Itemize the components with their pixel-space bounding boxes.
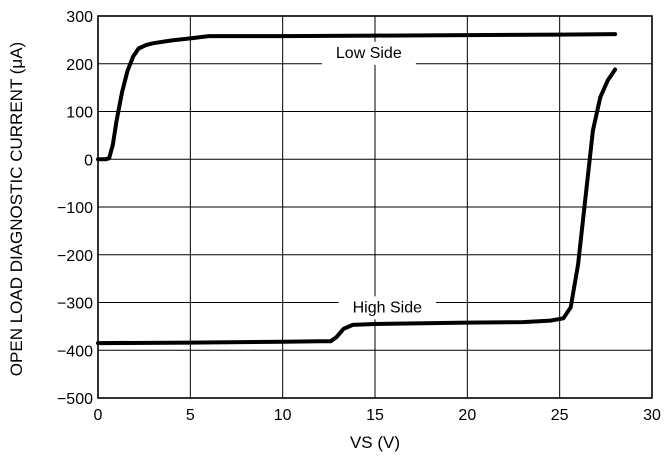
series-label-group: High Side (338, 296, 437, 320)
series-line-high-side (96, 67, 618, 346)
series-label: Low Side (336, 45, 402, 62)
x-tick-label: 20 (458, 407, 476, 424)
tick-labels: 0 5 10 15 20 25 30 300 200 100 0 −100 −200 −300 −400 −5… (57, 9, 661, 424)
y-axis-title: OPEN LOAD DIAGNOSTIC CURRENT (μA) (7, 42, 26, 376)
x-tick-label: 25 (551, 407, 569, 424)
y-tick-label: −500 (57, 391, 93, 408)
y-tick-label: −200 (57, 248, 93, 265)
x-tick-label: 30 (643, 407, 661, 424)
y-tick-label: 100 (66, 105, 93, 122)
series-lines (96, 32, 618, 346)
y-tick-label: −100 (57, 200, 93, 217)
y-tick-label: 200 (66, 57, 93, 74)
series-label: High Side (353, 299, 422, 316)
y-tick-label: 300 (66, 9, 93, 26)
series-labels: Low Side High Side (321, 41, 437, 320)
series-label-background (321, 41, 416, 65)
y-tick-label: −300 (57, 296, 93, 313)
plot-frame (97, 15, 653, 399)
x-tick-label: 0 (94, 407, 103, 424)
x-tick-label: 10 (274, 407, 292, 424)
x-tick-label: 15 (366, 407, 384, 424)
x-axis-title: VS (V) (350, 433, 400, 452)
series-label-group: Low Side (321, 41, 416, 65)
y-tick-label: −400 (57, 343, 93, 360)
series-label-background (338, 296, 437, 320)
series-line-low-side (96, 32, 618, 162)
x-tick-label: 5 (186, 407, 195, 424)
y-tick-label: 0 (84, 152, 93, 169)
